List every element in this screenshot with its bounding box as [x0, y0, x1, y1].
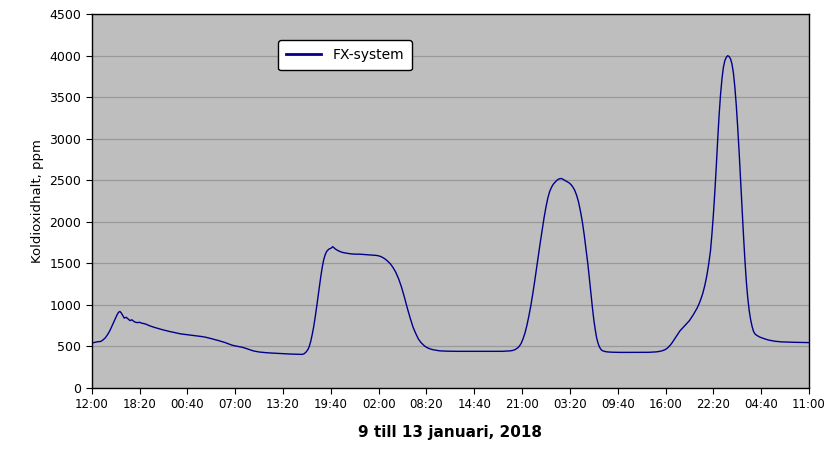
Y-axis label: Koldioxidhalt, ppm: Koldioxidhalt, ppm [31, 139, 44, 263]
X-axis label: 9 till 13 januari, 2018: 9 till 13 januari, 2018 [359, 425, 542, 440]
Legend: FX-system: FX-system [278, 40, 412, 70]
